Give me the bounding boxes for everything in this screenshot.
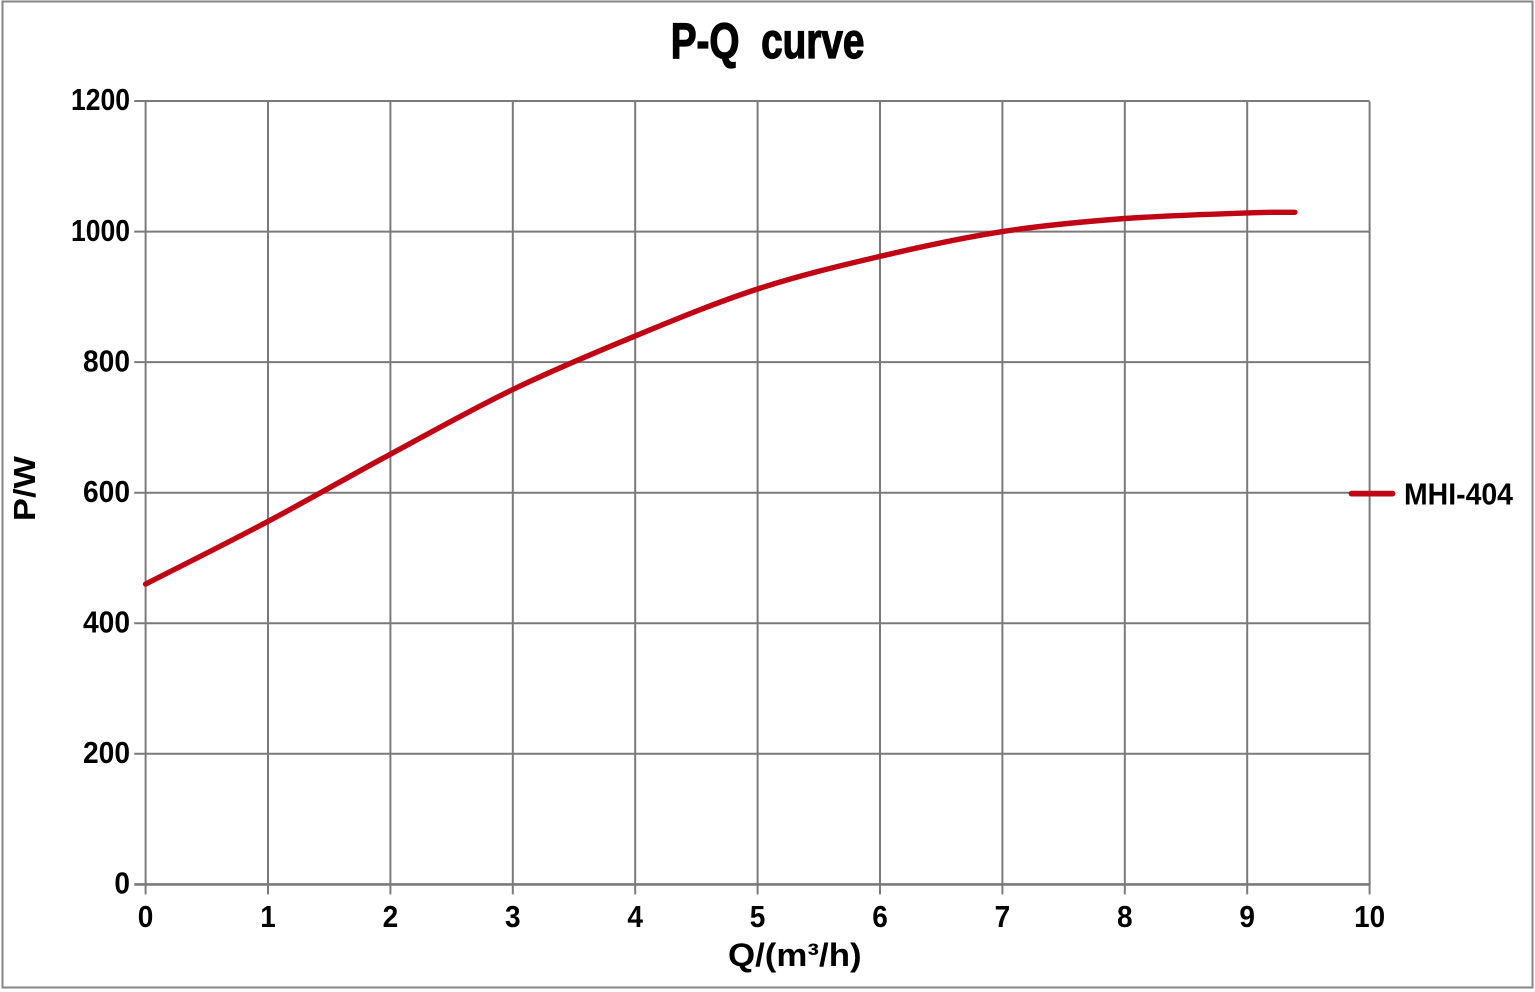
svg-text:10: 10 — [1354, 899, 1385, 934]
svg-text:Q/(m³/h): Q/(m³/h) — [728, 937, 862, 973]
svg-text:0: 0 — [138, 899, 154, 934]
svg-text:2: 2 — [383, 899, 399, 934]
svg-text:P/W: P/W — [7, 455, 42, 521]
svg-text:5: 5 — [750, 899, 766, 934]
svg-text:400: 400 — [83, 605, 130, 640]
svg-text:3: 3 — [505, 899, 521, 934]
svg-text:600: 600 — [83, 474, 130, 509]
svg-text:1000: 1000 — [71, 213, 130, 248]
svg-text:4: 4 — [627, 899, 643, 934]
svg-text:0: 0 — [114, 866, 130, 901]
svg-text:9: 9 — [1239, 899, 1255, 934]
svg-text:6: 6 — [872, 899, 888, 934]
svg-text:200: 200 — [83, 735, 130, 770]
svg-text:1: 1 — [260, 899, 276, 934]
svg-text:7: 7 — [995, 899, 1011, 934]
svg-text:800: 800 — [83, 343, 130, 378]
svg-text:8: 8 — [1117, 899, 1133, 934]
svg-text:1200: 1200 — [71, 82, 130, 117]
svg-text:P-Q curve: P-Q curve — [671, 13, 865, 69]
svg-text:MHI-404: MHI-404 — [1404, 477, 1514, 512]
